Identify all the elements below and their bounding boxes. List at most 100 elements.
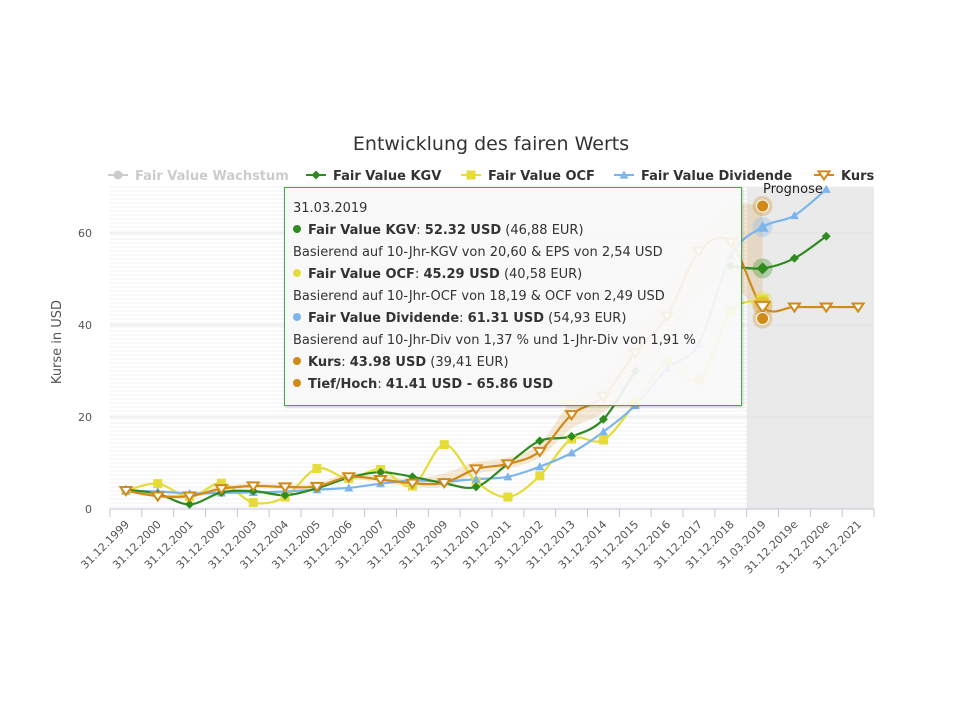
div-dot: [293, 313, 301, 321]
tooltip-date: 31.03.2019: [293, 201, 368, 216]
data-point: [535, 436, 545, 446]
data-point: [341, 472, 357, 484]
data-point: [214, 484, 229, 496]
legend-marker: [619, 170, 629, 179]
data-point: [373, 474, 388, 486]
kgv-value: 52.32 USD: [424, 223, 502, 238]
div-value: 61.31 USD: [467, 311, 545, 326]
data-point: [376, 467, 386, 477]
data-point: [535, 462, 545, 471]
legend-item[interactable]: Fair Value Dividende: [614, 169, 792, 184]
ocf-label: Fair Value OCF: [308, 267, 415, 282]
legend-marker: [466, 170, 476, 180]
legend-label: Kurs: [841, 169, 875, 184]
data-point: [277, 482, 293, 494]
tooltip-div-row: Fair Value Dividende: 61.31 USD (54,93 E…: [293, 308, 741, 330]
y-tick-label: 40: [78, 319, 92, 332]
legend-marker: [311, 170, 321, 180]
data-point: [500, 459, 516, 471]
data-point: [405, 478, 420, 490]
div-label: Fair Value Dividende: [308, 311, 460, 326]
legend-label: Fair Value KGV: [333, 169, 441, 184]
data-point: [471, 482, 481, 492]
data-point: [598, 414, 608, 424]
data-point: [598, 435, 608, 445]
data-point: [564, 410, 579, 421]
legend-label: Fair Value Wachstum: [135, 169, 289, 184]
tooltip-kgv-row: Fair Value KGV: 52.32 USD (46,88 EUR): [293, 220, 741, 242]
data-point: [821, 184, 831, 193]
data-point: [150, 491, 166, 503]
data-point: [787, 302, 802, 314]
kgv-eur: (46,88 EUR): [505, 223, 584, 238]
y-tick-label: 0: [85, 503, 92, 516]
tooltip-kurs-row: Kurs: 43.98 USD (39,41 EUR): [293, 352, 741, 374]
y-tick-label: 60: [78, 227, 92, 240]
kgv-basis: Basierend auf 10-Jhr-KGV von 20,60 & EPS…: [293, 245, 663, 260]
data-point: [598, 427, 608, 436]
range-point: [756, 312, 770, 326]
data-point: [503, 472, 513, 481]
data-point: [182, 491, 197, 503]
data-point: [821, 231, 831, 241]
ocf-eur: (40,58 EUR): [503, 267, 583, 282]
data-point: [344, 483, 354, 492]
data-point: [153, 479, 163, 489]
kurs-label: Kurs: [308, 355, 342, 370]
data-point: [468, 464, 484, 476]
data-point: [245, 481, 261, 493]
y-tick-label: 20: [78, 411, 92, 424]
ocf-basis: Basierend auf 10-Jhr-OCF von 18,19 & OCF…: [293, 289, 665, 304]
hover-point: [753, 300, 772, 315]
data-point: [436, 478, 452, 490]
data-point: [789, 211, 799, 220]
tooltip-ocf-row: Fair Value OCF: 45.29 USD (40,58 EUR): [293, 264, 741, 286]
tooltip-range-row: Tief/Hoch: 41.41 USD - 65.86 USD: [293, 374, 741, 396]
range-label: Tief/Hoch: [308, 377, 378, 392]
kgv-label: Fair Value KGV: [308, 223, 417, 238]
tooltip: 31.03.2019 Fair Value KGV: 52.32 USD (46…: [284, 187, 742, 406]
chart-title: Entwicklung des fairen Werts: [353, 133, 629, 155]
div-basis: Basierend auf 10-Jhr-Div von 1,37 % und …: [293, 333, 696, 348]
kurs-dot: [293, 357, 301, 365]
range-point: [756, 199, 770, 213]
data-point: [471, 474, 481, 483]
hover-point: [756, 220, 769, 232]
legend-item[interactable]: Fair Value Wachstum: [108, 169, 289, 184]
kurs-eur: (39,41 EUR): [430, 355, 509, 370]
legend-label: Fair Value OCF: [488, 169, 595, 184]
ocf-dot: [293, 269, 301, 277]
y-axis-title: Kurse in USD: [50, 300, 65, 384]
forecast-label: Prognose: [763, 182, 823, 197]
legend-item[interactable]: Fair Value KGV: [306, 169, 441, 184]
data-point: [280, 490, 290, 500]
legend-marker: [113, 170, 123, 180]
data-point: [532, 446, 548, 458]
legend: Fair Value Wachstum Fair Value KGV Fair Va…: [108, 169, 875, 184]
data-point: [439, 440, 449, 450]
legend-item[interactable]: Kurs: [814, 169, 875, 184]
data-point: [818, 302, 834, 314]
axes: 31.12.199931.12.200031.12.200131.12.2002…: [78, 508, 875, 576]
data-point: [185, 499, 195, 509]
legend-marker: [816, 170, 832, 182]
data-point: [503, 492, 513, 502]
data-point: [567, 431, 577, 441]
data-point: [535, 471, 545, 481]
range-value: 41.41 USD - 65.86 USD: [385, 377, 554, 392]
data-point: [789, 253, 799, 263]
data-point: [567, 448, 577, 457]
ocf-value: 45.29 USD: [423, 267, 500, 282]
forecast-region: [746, 187, 874, 509]
legend-item[interactable]: Fair Value OCF: [461, 169, 595, 184]
kurs-value: 43.98 USD: [349, 355, 427, 370]
data-point: [309, 481, 325, 493]
data-point: [312, 464, 322, 474]
data-point: [248, 498, 258, 508]
kgv-dot: [293, 225, 301, 233]
legend-label: Fair Value Dividende: [641, 169, 792, 184]
data-point: [118, 486, 134, 497]
data-point: [216, 478, 226, 488]
data-point: [850, 302, 866, 314]
div-eur: (54,93 EUR): [548, 311, 627, 326]
